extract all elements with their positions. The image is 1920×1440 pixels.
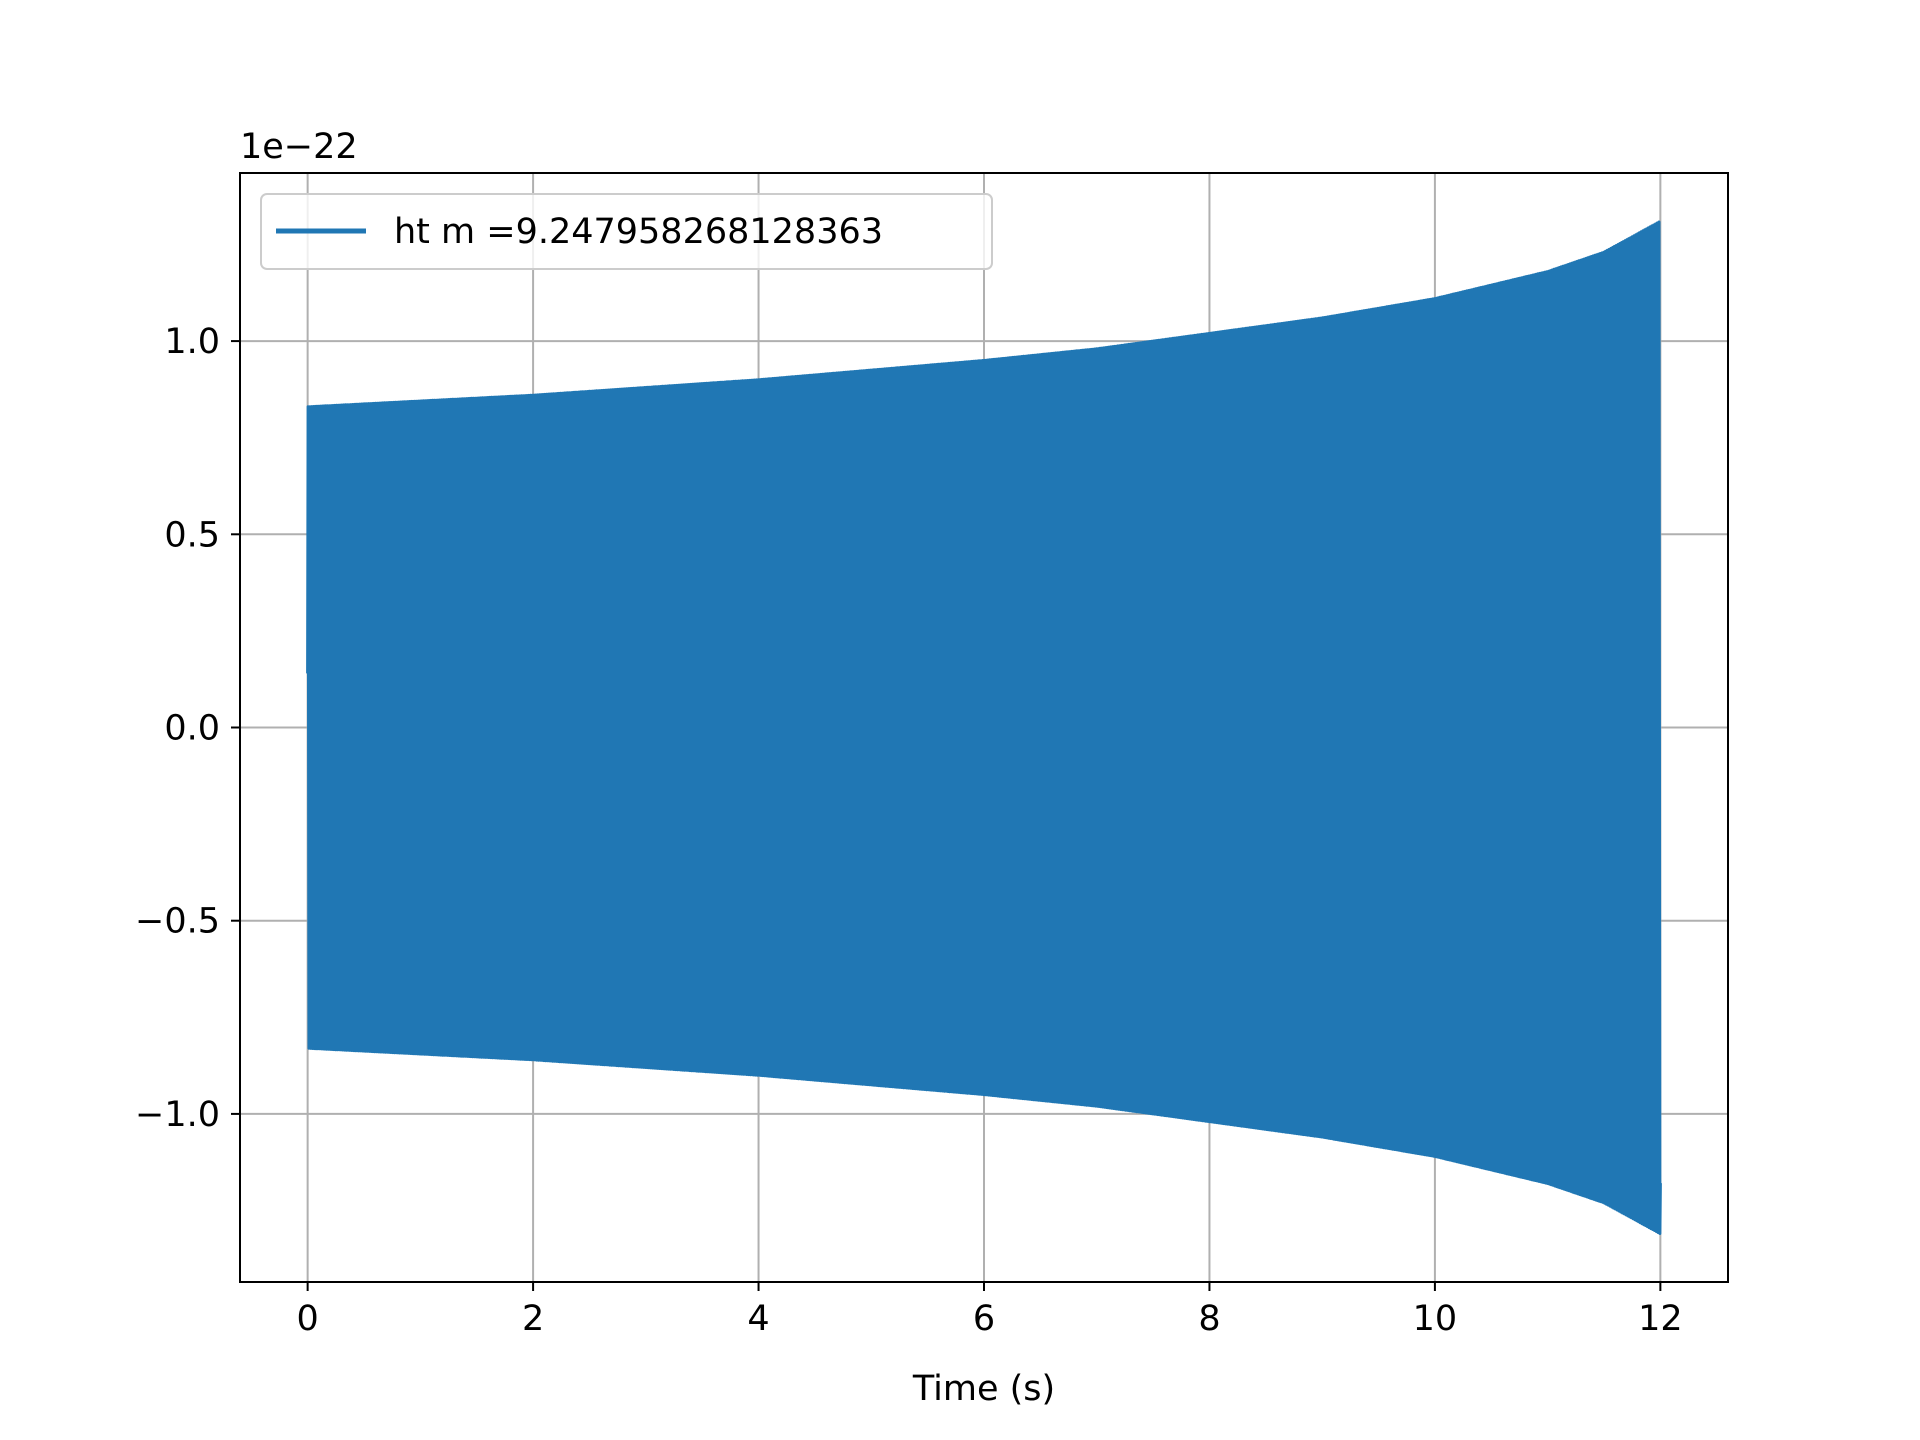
y-axis: −1.0 −0.5 0.0 0.5 1.0 xyxy=(135,322,240,1135)
y-axis-offset-label: 1e−22 xyxy=(240,127,358,167)
legend-label: ht m =9.247958268128363 xyxy=(394,212,883,252)
x-tick-label: 4 xyxy=(747,1299,769,1339)
x-tick-label: 6 xyxy=(973,1299,995,1339)
series-layer xyxy=(306,220,1662,1235)
x-tick-label: 8 xyxy=(1198,1299,1220,1339)
x-axis: 0 2 4 6 8 10 12 xyxy=(296,1282,1683,1339)
y-tick-label: 1.0 xyxy=(164,322,220,362)
legend: ht m =9.247958268128363 xyxy=(260,193,993,270)
legend-box xyxy=(260,193,993,270)
y-tick-label: 0.5 xyxy=(164,515,220,555)
series-line xyxy=(306,220,1662,1235)
x-tick-label: 10 xyxy=(1413,1299,1458,1339)
x-tick-label: 0 xyxy=(296,1299,318,1339)
y-tick-label: −0.5 xyxy=(135,902,220,942)
y-tick-label: 0.0 xyxy=(164,709,220,749)
y-tick-label: −1.0 xyxy=(135,1095,220,1135)
x-tick-label: 2 xyxy=(522,1299,544,1339)
x-axis-label: Time (s) xyxy=(912,1369,1055,1409)
x-tick-label: 12 xyxy=(1638,1299,1683,1339)
